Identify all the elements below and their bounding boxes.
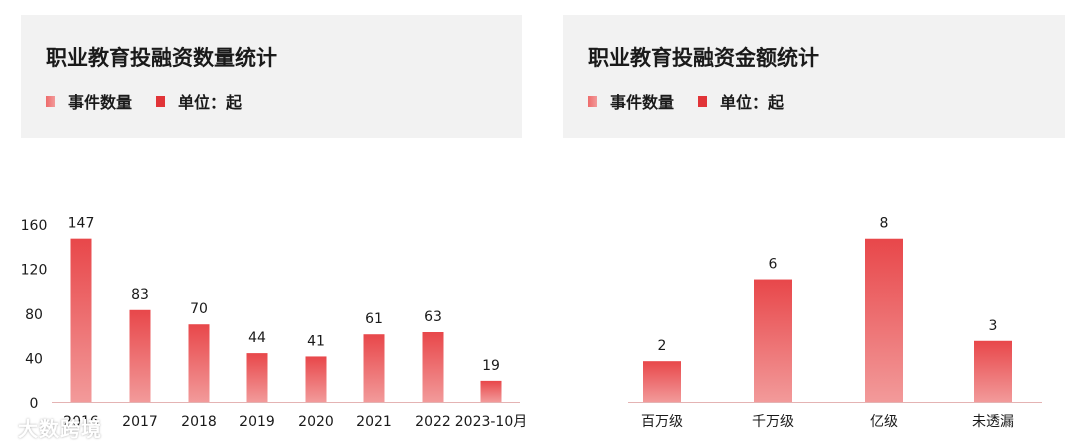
data-label: 19 bbox=[482, 358, 500, 374]
y-tick-label: 120 bbox=[21, 263, 48, 279]
x-tick-label: 未透漏 bbox=[972, 414, 1014, 430]
x-tick-label: 2022 bbox=[415, 414, 451, 430]
chart-investment-amount: 2 百万级 6 千万级 8 亿级 3 未透漏 bbox=[628, 216, 1042, 430]
legend-swatch-solid bbox=[698, 95, 708, 107]
data-label: 44 bbox=[248, 330, 266, 346]
data-label: 61 bbox=[365, 311, 383, 327]
x-tick-label: 百万级 bbox=[641, 414, 683, 430]
legend-label: 事件数量 bbox=[610, 93, 675, 112]
y-tick-label: 0 bbox=[30, 396, 39, 412]
legend-label: 事件数量 bbox=[68, 93, 133, 112]
data-label: 63 bbox=[424, 309, 442, 325]
x-tick-label: 2018 bbox=[181, 414, 217, 430]
bar-2019 bbox=[246, 353, 268, 402]
bar-2018 bbox=[188, 324, 210, 402]
x-tick-label: 2017 bbox=[122, 414, 158, 430]
x-tick-label: 2020 bbox=[298, 414, 334, 430]
bar-2017 bbox=[129, 309, 151, 402]
panel-header-count: 职业教育投融资数量统计 事件数量 单位：起 bbox=[21, 15, 522, 138]
bar-未透漏 bbox=[974, 340, 1012, 402]
x-tick-label: 2019 bbox=[239, 414, 275, 430]
legend-item-event-count: 事件数量 bbox=[46, 89, 132, 113]
data-label: 41 bbox=[307, 333, 325, 349]
legend-item-unit: 单位：起 bbox=[156, 89, 242, 113]
legend-label: 单位：起 bbox=[720, 93, 785, 112]
chart-investment-count: 0 40 80 120 160 147 2016 83 2017 70 2018 44 2019 41 20… bbox=[21, 216, 528, 430]
data-label: 83 bbox=[131, 287, 149, 303]
bar-2021 bbox=[363, 334, 385, 402]
data-label: 2 bbox=[658, 338, 667, 354]
legend-swatch-gradient bbox=[588, 95, 597, 107]
y-tick-label: 80 bbox=[25, 307, 43, 323]
bar-2016 bbox=[70, 238, 92, 402]
data-label: 147 bbox=[68, 216, 95, 232]
y-tick-label: 160 bbox=[21, 218, 48, 234]
legend-item-unit: 单位：起 bbox=[698, 89, 784, 113]
data-label: 70 bbox=[190, 301, 208, 317]
legend: 事件数量 单位：起 bbox=[588, 89, 808, 113]
bar-亿级 bbox=[865, 238, 903, 402]
x-tick-label: 亿级 bbox=[870, 414, 898, 430]
legend-swatch-gradient bbox=[46, 95, 55, 107]
bar-2022 bbox=[422, 332, 444, 402]
bar-2020 bbox=[305, 356, 327, 402]
x-tick-label: 千万级 bbox=[752, 414, 794, 430]
bar-千万级 bbox=[754, 279, 792, 402]
x-tick-label: 2016 bbox=[63, 414, 99, 430]
watermark-text: 大数跨境 bbox=[18, 417, 102, 441]
legend-swatch-solid bbox=[156, 95, 166, 107]
chart-title: 职业教育投融资金额统计 bbox=[588, 46, 819, 70]
legend-item-event-count: 事件数量 bbox=[588, 89, 674, 113]
y-tick-label: 40 bbox=[25, 352, 43, 368]
data-label: 8 bbox=[880, 216, 889, 232]
bar-百万级 bbox=[643, 361, 681, 402]
x-tick-label: 2023-10月 bbox=[455, 414, 528, 430]
bar-2023-10月 bbox=[480, 380, 502, 402]
x-tick-label: 2021 bbox=[356, 414, 392, 430]
data-label: 3 bbox=[989, 318, 998, 334]
panel-header-amount: 职业教育投融资金额统计 事件数量 单位：起 bbox=[563, 15, 1065, 138]
legend-label: 单位：起 bbox=[178, 93, 243, 112]
data-label: 6 bbox=[769, 257, 778, 273]
legend: 事件数量 单位：起 bbox=[46, 89, 266, 113]
chart-title: 职业教育投融资数量统计 bbox=[46, 46, 277, 70]
